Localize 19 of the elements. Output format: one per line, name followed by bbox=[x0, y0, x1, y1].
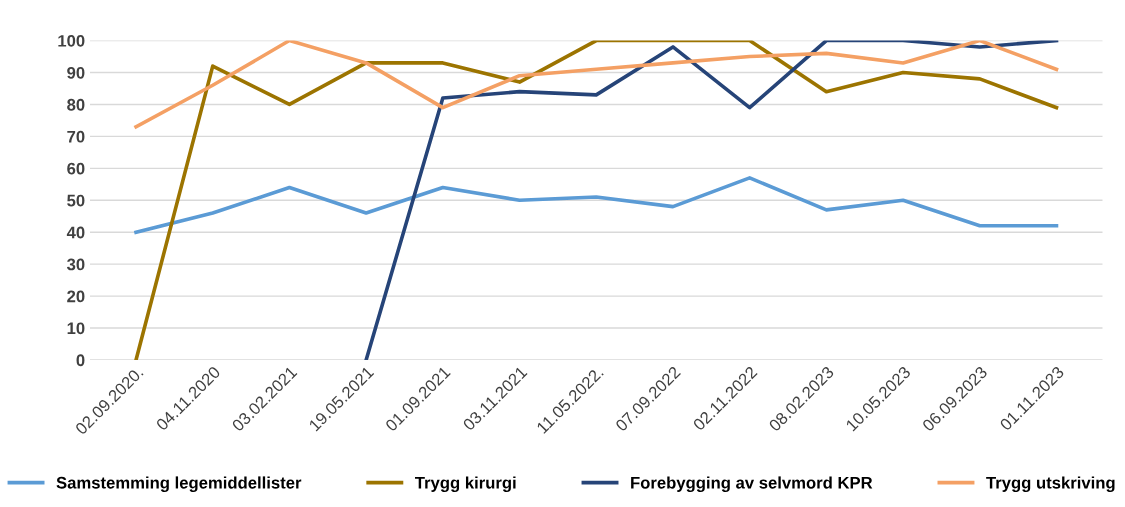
line-series bbox=[134, 176, 1059, 235]
y-tick-label: 80 bbox=[67, 98, 85, 111]
y-tick-label: 90 bbox=[67, 66, 85, 79]
y-tick-label: 10 bbox=[67, 322, 85, 335]
y-tick-label: 50 bbox=[67, 194, 85, 207]
y-tick-label: 30 bbox=[66, 258, 85, 271]
line-series bbox=[364, 40, 1059, 360]
y-tick-label: 100 bbox=[58, 34, 85, 47]
legend-label: Samstemming legemiddellister bbox=[56, 476, 302, 492]
legend-label: Trygg utskriving bbox=[986, 476, 1115, 492]
y-tick-label: 40 bbox=[66, 226, 85, 239]
y-tick-label: 20 bbox=[67, 290, 85, 303]
legend-label: Trygg kirurgi bbox=[415, 476, 516, 492]
y-tick-label: 60 bbox=[67, 162, 85, 175]
legend-label: Forebygging av selvmord KPR bbox=[631, 476, 873, 492]
y-tick-label: 70 bbox=[67, 130, 85, 143]
y-tick-label: 0 bbox=[76, 354, 85, 367]
line-series bbox=[134, 40, 1059, 129]
line-series bbox=[134, 40, 1059, 360]
